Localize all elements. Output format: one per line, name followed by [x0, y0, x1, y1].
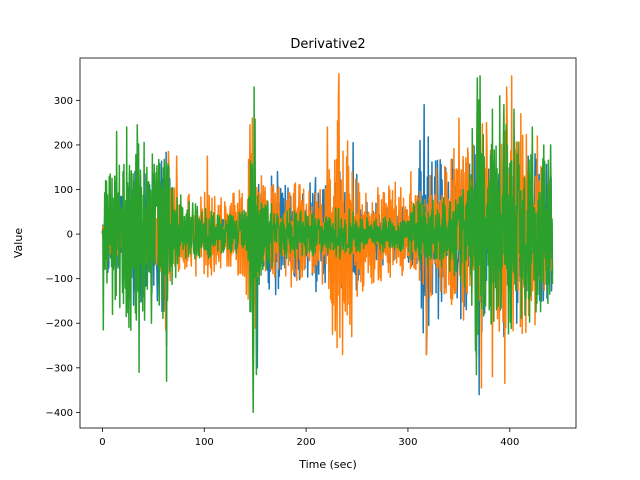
y-tick-label: 100	[54, 185, 73, 196]
x-tick-label: 0	[99, 437, 105, 448]
y-tick-label: −100	[46, 274, 73, 285]
x-axis: 0 100 200 300 400	[99, 428, 519, 448]
plot-frame	[79, 57, 577, 429]
x-tick-label: 100	[195, 437, 214, 448]
chart-title: Derivative2	[290, 37, 365, 52]
y-tick-label: −200	[46, 319, 73, 330]
y-tick-label: 300	[54, 96, 73, 107]
x-tick-label: 200	[297, 437, 316, 448]
y-axis-label: Value	[12, 228, 25, 258]
x-axis-label: Time (sec)	[298, 458, 357, 471]
plot-area	[101, 72, 554, 414]
y-tick-label: −300	[46, 363, 73, 374]
y-tick-label: 0	[67, 230, 73, 241]
y-axis: −400 −300 −200 −100 0 100 200 300	[46, 96, 80, 419]
x-tick-label: 300	[398, 437, 417, 448]
series-layer	[101, 72, 554, 414]
x-tick-label: 400	[500, 437, 519, 448]
y-tick-label: −400	[46, 408, 73, 419]
series-line-3	[101, 75, 554, 414]
y-tick-label: 200	[54, 140, 73, 151]
